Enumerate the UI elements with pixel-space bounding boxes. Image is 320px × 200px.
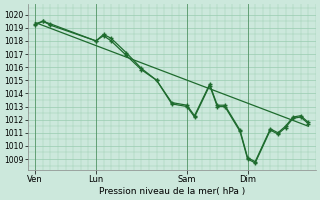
X-axis label: Pression niveau de la mer( hPa ): Pression niveau de la mer( hPa ) <box>99 187 245 196</box>
